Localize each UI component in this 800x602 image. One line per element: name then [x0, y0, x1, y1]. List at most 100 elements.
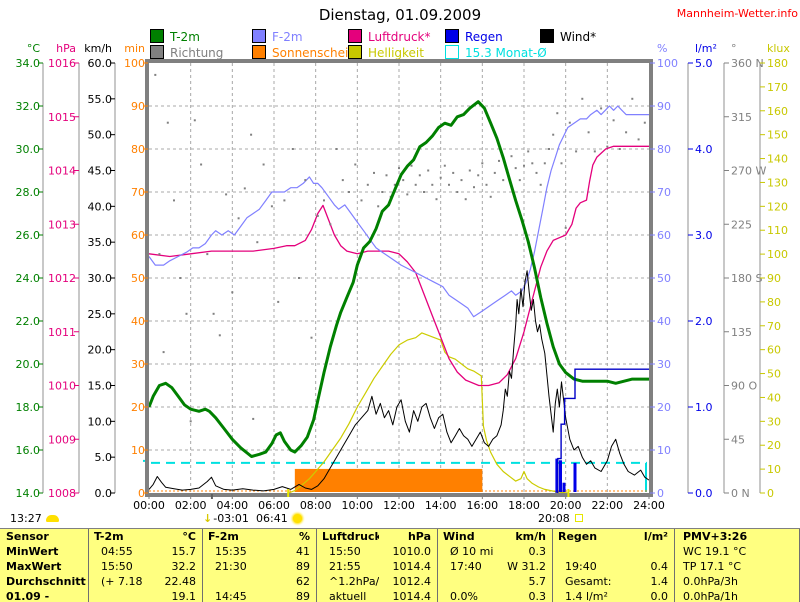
stats-cell-wind: 5.7	[437, 574, 552, 589]
svg-text:35.0: 35.0	[88, 236, 113, 249]
stats-label: Ø 10 min.	[450, 545, 494, 558]
svg-text:l/m²: l/m²	[695, 42, 717, 55]
svg-text:min: min	[124, 42, 145, 55]
series-richtung	[154, 73, 646, 423]
stats-cell-t2m: 04:55 15.7	[88, 544, 202, 559]
svg-text:klux: klux	[767, 42, 790, 55]
svg-text:160: 160	[767, 105, 788, 118]
stats-cell-f2m: F-2m%	[202, 529, 316, 544]
svg-text:135: 135	[731, 326, 752, 339]
moonset-arrow-icon: ↓	[203, 512, 213, 525]
stats-value: km/h	[515, 530, 546, 543]
legend-swatch-regen	[445, 29, 459, 43]
svg-text:24:00: 24:00	[633, 499, 665, 512]
stats-row-label: MaxWert	[6, 560, 62, 573]
svg-text:60: 60	[657, 229, 671, 242]
stats-value: 5.7	[528, 575, 547, 588]
svg-text:km/h: km/h	[84, 42, 112, 55]
stats-label: 04:55	[101, 545, 133, 558]
series-sonnenschein	[294, 468, 483, 492]
stats-value: 0.0	[650, 590, 669, 602]
svg-text:06:00: 06:00	[258, 499, 290, 512]
svg-text:10:00: 10:00	[341, 499, 373, 512]
legend-label-f2m: F-2m	[272, 30, 303, 44]
stats-label: 0.0hPa/1h	[683, 590, 739, 602]
svg-text:130: 130	[767, 176, 788, 189]
svg-text:30.0: 30.0	[88, 272, 113, 285]
svg-text:40: 40	[767, 391, 781, 404]
svg-text:1013: 1013	[48, 218, 76, 231]
svg-text:55.0: 55.0	[88, 93, 113, 106]
stats-value: 62	[296, 575, 310, 588]
brand-link[interactable]: Mannheim-Wetter.info	[676, 7, 798, 20]
moonrise-annotation: 13:27	[10, 512, 59, 525]
series-luftdruck	[148, 145, 649, 387]
stats-value: 1010.0	[392, 545, 432, 558]
stats-value: hPa	[407, 530, 431, 543]
stats-cell-regen: Gesamt: 1.4	[552, 574, 674, 589]
stats-value: °C	[182, 530, 196, 543]
stats-label: T-2m	[94, 530, 124, 543]
stats-label: WC 19.1 °C	[683, 545, 747, 558]
stats-label: 15:35	[215, 545, 247, 558]
stats-label	[89, 589, 144, 602]
svg-text:20: 20	[657, 401, 671, 414]
svg-text:22:00: 22:00	[591, 499, 623, 512]
x-axis: 00:00 02:00 04:00 06:00 08:00 10:00 12:00 14:00…	[133, 495, 665, 512]
stats-value: 0.3	[528, 545, 547, 558]
svg-text:225: 225	[731, 218, 752, 231]
svg-text:100: 100	[657, 57, 678, 70]
legend-item-richtung: Richtung	[150, 45, 223, 60]
svg-text:12:00: 12:00	[383, 499, 415, 512]
stats-cell-t2m: 15:50 32.2	[88, 559, 202, 574]
stats-cell-f2m: 21:30 89	[202, 559, 316, 574]
legend-swatch-f2m	[252, 29, 266, 43]
stats-label: aktuell	[329, 590, 367, 602]
svg-text:25.0: 25.0	[88, 308, 113, 321]
legend-label-helligkeit: Helligkeit	[368, 46, 424, 60]
moon-icon	[45, 515, 59, 522]
stats-cell-pmv: 0.0hPa/1h	[674, 589, 800, 602]
svg-text:50: 50	[131, 272, 145, 285]
stats-value: 22.48	[164, 575, 197, 588]
legend-label-wind: Wind*	[560, 30, 597, 44]
svg-text:90: 90	[767, 272, 781, 285]
sun-icon	[292, 514, 302, 523]
stats-row: 01.09 - 23:55 19.1 14:45 89 aktuell 1014.4 0.0…	[0, 589, 800, 602]
svg-text:45.0: 45.0	[88, 165, 113, 178]
legend-item-t2m: T-2m	[150, 29, 200, 44]
svg-text:1010: 1010	[48, 380, 76, 393]
svg-text:30: 30	[131, 358, 145, 371]
svg-text:50: 50	[767, 368, 781, 381]
svg-text:100: 100	[124, 57, 145, 70]
svg-text:180: 180	[767, 57, 788, 70]
svg-text:60.0: 60.0	[88, 57, 113, 70]
svg-text:16.0: 16.0	[16, 444, 41, 457]
svg-text:30: 30	[767, 415, 781, 428]
stats-value: 1014.4	[392, 590, 432, 602]
svg-text:0.0: 0.0	[95, 487, 113, 500]
svg-text:22.0: 22.0	[16, 315, 41, 328]
legend-label-richtung: Richtung	[170, 46, 224, 60]
sunset-annotation: 20:08	[538, 512, 583, 525]
stats-label: 21:30	[215, 560, 247, 573]
svg-text:70: 70	[657, 186, 671, 199]
legend-item-sonnenschein: Sonnenschein	[252, 45, 356, 60]
stats-value: 19.1	[171, 590, 197, 602]
legend-label-luftdruck: Luftdruck*	[368, 30, 431, 44]
svg-text:hPa: hPa	[56, 42, 76, 55]
stats-cell-wind: Wind km/h	[437, 529, 552, 544]
stats-label	[438, 574, 494, 589]
stats-value: %	[298, 530, 310, 543]
series-regen_summe	[555, 368, 649, 494]
svg-text:60: 60	[767, 344, 781, 357]
svg-text:110: 110	[767, 224, 788, 237]
svg-text:°C: °C	[27, 42, 41, 55]
stats-cell-wind: 0.0% 0.3	[437, 589, 552, 602]
svg-text:60: 60	[131, 229, 145, 242]
svg-text:270 W: 270 W	[731, 165, 766, 178]
svg-text:50.0: 50.0	[88, 129, 113, 142]
axis-rain: 5.0 4.0 3.0 2.0 1.0 0.0 l/m²	[687, 42, 717, 500]
stats-label: PMV+3:26	[683, 530, 748, 543]
